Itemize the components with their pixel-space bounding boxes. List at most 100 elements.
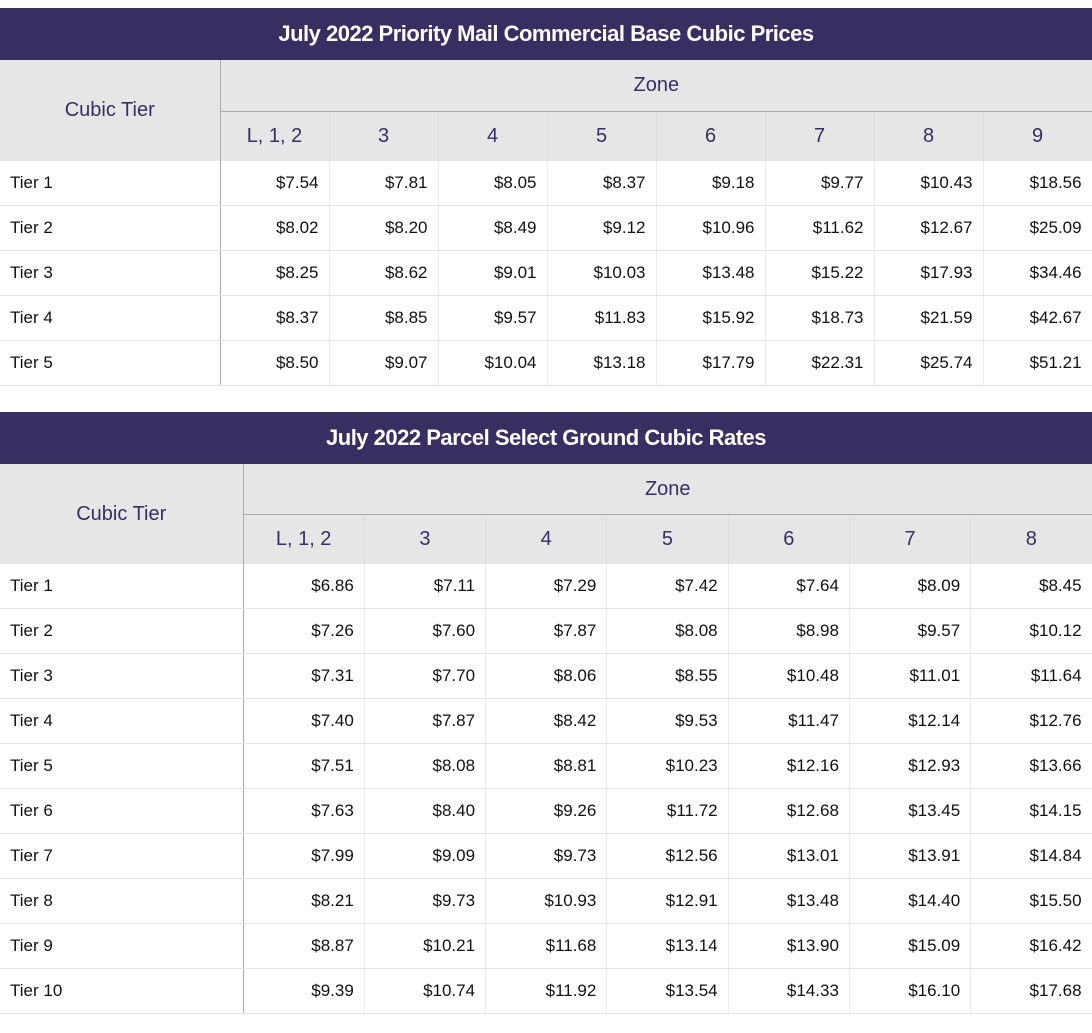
zone-column-header: 6 [656, 111, 766, 161]
price-cell: $7.64 [728, 564, 850, 609]
table-row: Tier 1 $6.86 $7.11 $7.29 $7.42 $7.64 $8.09 $8.4… [0, 564, 1092, 609]
price-cell: $11.92 [485, 968, 608, 1014]
zone-column-header: 4 [485, 514, 608, 564]
table-row: Tier 7 $7.99 $9.09 $9.73 $12.56 $13.01 $13.91 $… [0, 833, 1092, 879]
price-cell: $14.15 [970, 788, 1092, 834]
price-cell: $9.53 [606, 698, 729, 744]
tier-label: Tier 7 [0, 833, 244, 879]
zone-header: Zone [220, 60, 1092, 112]
price-cell: $7.87 [485, 608, 608, 654]
zone-column-header: 3 [329, 111, 439, 161]
price-cell: $8.62 [329, 250, 439, 296]
price-cell: $8.85 [329, 295, 439, 341]
tier-label: Tier 2 [0, 205, 221, 251]
price-cell: $13.45 [849, 788, 972, 834]
price-cell: $6.86 [243, 564, 365, 609]
price-cell: $8.08 [606, 608, 729, 654]
table-row: Tier 1 $7.54 $7.81 $8.05 $8.37 $9.18 $9.77 $10.… [0, 161, 1092, 206]
price-cell: $8.02 [220, 205, 330, 251]
cubic-tier-header: Cubic Tier [0, 464, 244, 564]
price-cell: $9.09 [364, 833, 487, 879]
price-cell: $25.09 [983, 205, 1092, 251]
price-cell: $10.23 [606, 743, 729, 789]
price-cell: $7.40 [243, 698, 365, 744]
parcel-select-cubic-table: July 2022 Parcel Select Ground Cubic Rat… [0, 412, 1092, 1014]
price-cell: $10.48 [728, 653, 850, 699]
price-cell: $8.09 [849, 564, 972, 609]
price-cell: $13.66 [970, 743, 1092, 789]
price-cell: $8.49 [438, 205, 548, 251]
price-cell: $8.55 [606, 653, 729, 699]
tier-label: Tier 5 [0, 743, 244, 789]
table-row: Tier 2 $7.26 $7.60 $7.87 $8.08 $8.98 $9.57 $10.… [0, 608, 1092, 654]
price-cell: $10.04 [438, 340, 548, 386]
price-cell: $7.31 [243, 653, 365, 699]
price-cell: $42.67 [983, 295, 1092, 341]
price-cell: $13.54 [606, 968, 729, 1014]
table-title: July 2022 Parcel Select Ground Cubic Rat… [0, 412, 1092, 464]
price-cell: $8.81 [485, 743, 608, 789]
price-cell: $15.50 [970, 878, 1092, 924]
price-cell: $8.40 [364, 788, 487, 834]
price-cell: $8.06 [485, 653, 608, 699]
price-cell: $11.01 [849, 653, 972, 699]
price-cell: $12.67 [873, 205, 984, 251]
price-cell: $8.37 [220, 295, 330, 341]
price-cell: $9.77 [765, 161, 875, 206]
price-cell: $7.26 [243, 608, 365, 654]
price-cell: $11.72 [606, 788, 729, 834]
price-cell: $14.40 [849, 878, 972, 924]
price-cell: $11.68 [485, 923, 608, 969]
zone-column-header: 6 [728, 514, 850, 564]
price-cell: $9.01 [438, 250, 548, 296]
tier-label: Tier 6 [0, 788, 244, 834]
price-cell: $10.21 [364, 923, 487, 969]
table-row: Tier 10 $9.39 $10.74 $11.92 $13.54 $14.33 $16.… [0, 968, 1092, 1014]
price-cell: $11.83 [546, 295, 657, 341]
tier-label: Tier 4 [0, 698, 244, 744]
zone-column-header: 7 [849, 514, 972, 564]
price-cell: $14.33 [728, 968, 850, 1014]
price-cell: $12.14 [849, 698, 972, 744]
zone-column-header: 4 [438, 111, 548, 161]
table-row: Tier 6 $7.63 $8.40 $9.26 $11.72 $12.68 $13.45 $… [0, 788, 1092, 834]
price-cell: $8.42 [485, 698, 608, 744]
price-cell: $7.29 [485, 564, 608, 609]
zone-header: Zone [243, 464, 1092, 515]
tier-label: Tier 5 [0, 340, 221, 386]
tier-label: Tier 3 [0, 250, 221, 296]
price-cell: $15.92 [656, 295, 766, 341]
price-cell: $8.50 [220, 340, 330, 386]
price-cell: $16.42 [970, 923, 1092, 969]
cubic-tier-header: Cubic Tier [0, 60, 221, 161]
price-cell: $8.37 [546, 161, 657, 206]
price-cell: $7.87 [364, 698, 487, 744]
price-cell: $25.74 [873, 340, 984, 386]
zone-column-header: 5 [606, 514, 729, 564]
price-cell: $13.18 [546, 340, 657, 386]
priority-mail-cubic-table: July 2022 Priority Mail Commercial Base … [0, 8, 1092, 386]
price-cell: $7.63 [243, 788, 365, 834]
price-cell: $9.57 [849, 608, 972, 654]
price-cell: $9.57 [438, 295, 548, 341]
tier-label: Tier 1 [0, 161, 221, 206]
price-cell: $10.12 [970, 608, 1092, 654]
tier-label: Tier 3 [0, 653, 244, 699]
price-cell: $8.98 [728, 608, 850, 654]
zone-column-header: 5 [546, 111, 657, 161]
price-cell: $8.45 [970, 564, 1092, 609]
price-cell: $13.48 [656, 250, 766, 296]
price-cell: $7.42 [606, 564, 729, 609]
price-cell: $13.14 [606, 923, 729, 969]
price-cell: $12.16 [728, 743, 850, 789]
price-cell: $12.68 [728, 788, 850, 834]
table-row: Tier 5 $7.51 $8.08 $8.81 $10.23 $12.16 $12.93 $… [0, 743, 1092, 789]
price-cell: $8.21 [243, 878, 365, 924]
price-cell: $7.99 [243, 833, 365, 879]
price-cell: $8.05 [438, 161, 548, 206]
price-cell: $10.93 [485, 878, 608, 924]
rate-table: Cubic Tier Zone L, 1, 2 3 4 5 6 7 8 Tier 1 $6.86 $7… [0, 464, 1092, 1014]
table-row: Tier 2 $8.02 $8.20 $8.49 $9.12 $10.96 $11.62 $1… [0, 205, 1092, 251]
price-cell: $51.21 [983, 340, 1092, 386]
price-cell: $17.93 [873, 250, 984, 296]
